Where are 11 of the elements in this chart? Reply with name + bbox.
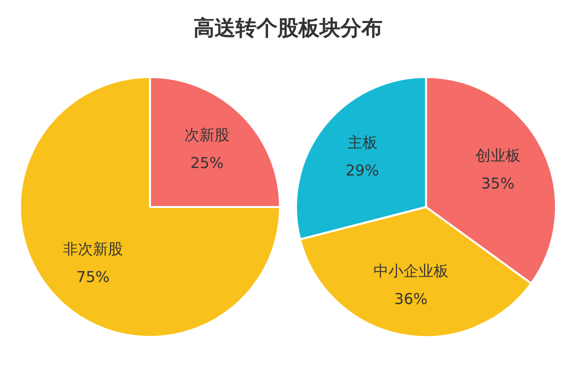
chart-title: 高送转个股板块分布 xyxy=(192,15,384,42)
data-label: 25% xyxy=(190,154,224,172)
slice-label: 非次新股 xyxy=(63,240,124,258)
data-label: 36% xyxy=(394,290,428,308)
data-label: 75% xyxy=(76,268,110,286)
data-label: 29% xyxy=(346,161,379,180)
slice-label: 次新股 xyxy=(184,126,230,144)
slice-label: 创业板 xyxy=(475,146,520,164)
slice-label: 中小企业板 xyxy=(373,262,448,280)
slice-label: 主板 xyxy=(347,133,378,152)
data-label: 35% xyxy=(481,174,514,192)
